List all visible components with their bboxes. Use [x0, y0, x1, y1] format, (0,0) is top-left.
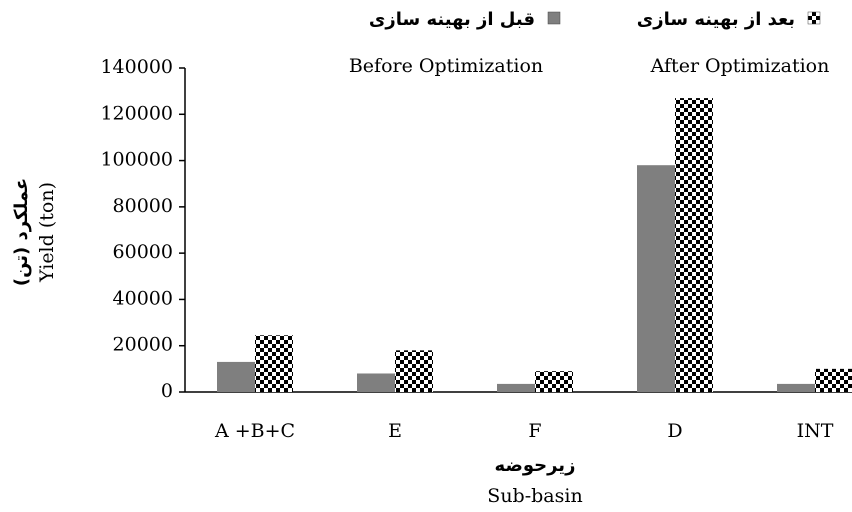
y-tick-label: 60000	[113, 241, 173, 263]
bar	[497, 383, 535, 392]
bar	[535, 371, 573, 392]
y-tick-label: 40000	[113, 287, 173, 309]
legend-swatch	[547, 11, 561, 25]
x-tick-label: F	[528, 420, 541, 442]
legend-label: قبل از بهینه سازی	[369, 9, 535, 30]
y-tick-label: 0	[161, 380, 173, 402]
legend-swatch	[807, 11, 821, 25]
y-tick-label: 80000	[113, 195, 173, 217]
legend-label: بعد از بهینه سازی	[637, 9, 795, 30]
y-axis-label: عملکرد (تن)	[11, 178, 32, 286]
y-tick-label: 120000	[100, 102, 173, 124]
bar	[637, 165, 675, 392]
y-tick-label: 100000	[100, 149, 173, 171]
bar	[357, 373, 395, 392]
x-tick-label: E	[388, 420, 402, 442]
legend-label-en: After Optimization	[650, 55, 830, 77]
bar	[395, 350, 433, 392]
legend-label-en: Before Optimization	[349, 55, 543, 77]
x-tick-label: D	[667, 420, 682, 442]
x-axis-label: زیرحوضه	[495, 455, 576, 476]
y-axis-label-en: Yield (ton)	[36, 182, 58, 283]
x-tick-label: INT	[797, 420, 834, 442]
bar	[217, 361, 255, 392]
x-tick-label: A +B+C	[214, 420, 295, 442]
bar	[675, 98, 713, 392]
x-axis-label-en: Sub-basin	[487, 485, 582, 507]
bar	[815, 368, 852, 392]
y-tick-label: 140000	[100, 56, 173, 78]
bar	[255, 335, 293, 392]
y-tick-label: 20000	[113, 334, 173, 356]
bar	[777, 383, 815, 392]
